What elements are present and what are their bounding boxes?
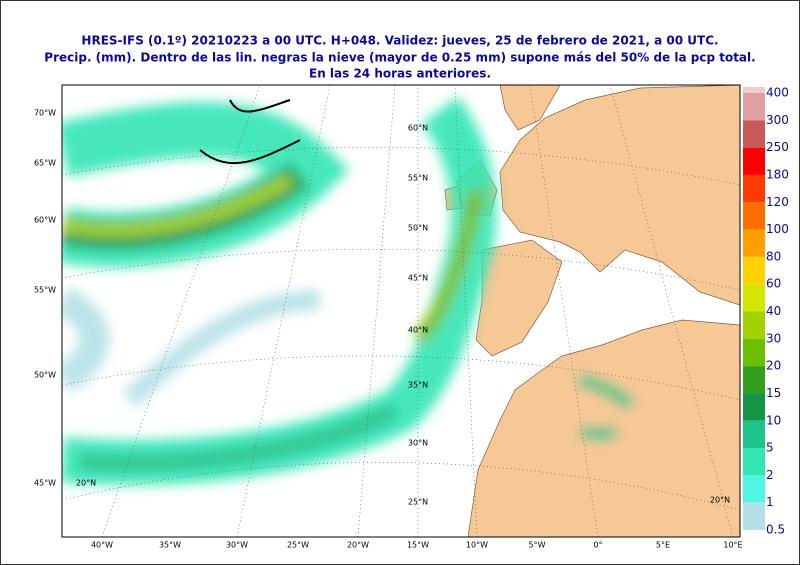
legend-label: 2 xyxy=(766,468,774,482)
map xyxy=(61,84,741,538)
lon-label: 15°W xyxy=(407,541,429,550)
legend-label: 100 xyxy=(766,222,789,236)
lat-label: 60°W xyxy=(34,216,56,225)
lat-label: 65°W xyxy=(34,159,56,168)
legend-swatch xyxy=(743,202,765,230)
legend-label: 80 xyxy=(766,249,781,263)
legend-label: 30 xyxy=(766,331,781,345)
land-iberia xyxy=(475,239,563,357)
lat-grid-label: 25°N xyxy=(408,498,428,507)
lat-grid-label: 40°N xyxy=(408,326,428,335)
lat-grid-label: 20°N xyxy=(710,496,730,505)
lat-label: 55°W xyxy=(34,286,56,295)
legend-swatch xyxy=(743,284,765,312)
lat-grid-label: 50°N xyxy=(408,224,428,233)
map-frame xyxy=(61,84,741,538)
lon-label: 5°E xyxy=(656,541,670,550)
legend-label: 15 xyxy=(766,386,781,400)
lat-grid-label: 45°N xyxy=(408,274,428,283)
title-line: En las 24 horas anteriores. xyxy=(309,67,491,81)
lon-label: 20°W xyxy=(347,541,369,550)
legend-swatch xyxy=(743,502,765,530)
precipitation xyxy=(62,96,633,486)
legend-label: 60 xyxy=(766,277,781,291)
legend-label: 400 xyxy=(766,86,789,100)
legend-swatch xyxy=(743,229,765,257)
legend-swatch xyxy=(743,366,765,394)
legend-swatch xyxy=(743,120,765,148)
land-norway xyxy=(499,85,561,131)
legend-label: 180 xyxy=(766,167,789,181)
land-europe xyxy=(499,85,740,306)
legend-label: 250 xyxy=(766,140,789,154)
lat-label: 50°W xyxy=(34,371,56,380)
lon-label: 40°W xyxy=(91,541,113,550)
lat-grid-label: 55°N xyxy=(408,174,428,183)
legend-label: 5 xyxy=(766,441,774,455)
lat-label: 70°W xyxy=(34,109,56,118)
legend-swatch xyxy=(743,147,765,175)
legend-swatch xyxy=(743,256,765,285)
land-africa xyxy=(467,319,740,537)
legend-swatch xyxy=(743,448,765,476)
legend-swatch xyxy=(743,174,765,203)
legend-swatch xyxy=(743,338,765,367)
legend-label: 0.5 xyxy=(766,523,785,537)
legend-label: 10 xyxy=(766,413,781,427)
lon-label: 0° xyxy=(593,541,602,550)
legend-label: 1 xyxy=(766,495,774,509)
title-line: HRES-IFS (0.1º) 20210223 a 00 UTC. H+048… xyxy=(81,34,718,48)
lon-label: 30°W xyxy=(226,541,248,550)
legend-label: 300 xyxy=(766,113,789,127)
lon-label: 5°W xyxy=(529,541,546,550)
legend-swatch xyxy=(743,475,765,503)
snow-line xyxy=(199,99,301,165)
legend-swatch xyxy=(743,393,765,421)
lon-label: 10°W xyxy=(466,541,488,550)
graticule xyxy=(62,85,740,537)
lat-grid-label: 35°N xyxy=(408,381,428,390)
title-line: Precip. (mm). Dentro de las lin. negras … xyxy=(44,51,755,65)
legend-swatch xyxy=(743,87,765,93)
legend-label: 40 xyxy=(766,304,781,318)
lat-grid-label: 30°N xyxy=(408,439,428,448)
legend-label: 120 xyxy=(766,195,789,209)
legend-label: 20 xyxy=(766,359,781,373)
lat-label: 45°W xyxy=(34,479,56,488)
legend-swatch xyxy=(743,93,765,121)
legend-swatch xyxy=(743,420,765,449)
lon-label: 10°E xyxy=(723,541,742,550)
legend-swatch xyxy=(743,311,765,339)
lat-grid-label: 20°N xyxy=(76,479,96,488)
lat-grid-label: 60°N xyxy=(408,124,428,133)
lon-label: 35°W xyxy=(159,541,181,550)
lon-label: 25°W xyxy=(287,541,309,550)
